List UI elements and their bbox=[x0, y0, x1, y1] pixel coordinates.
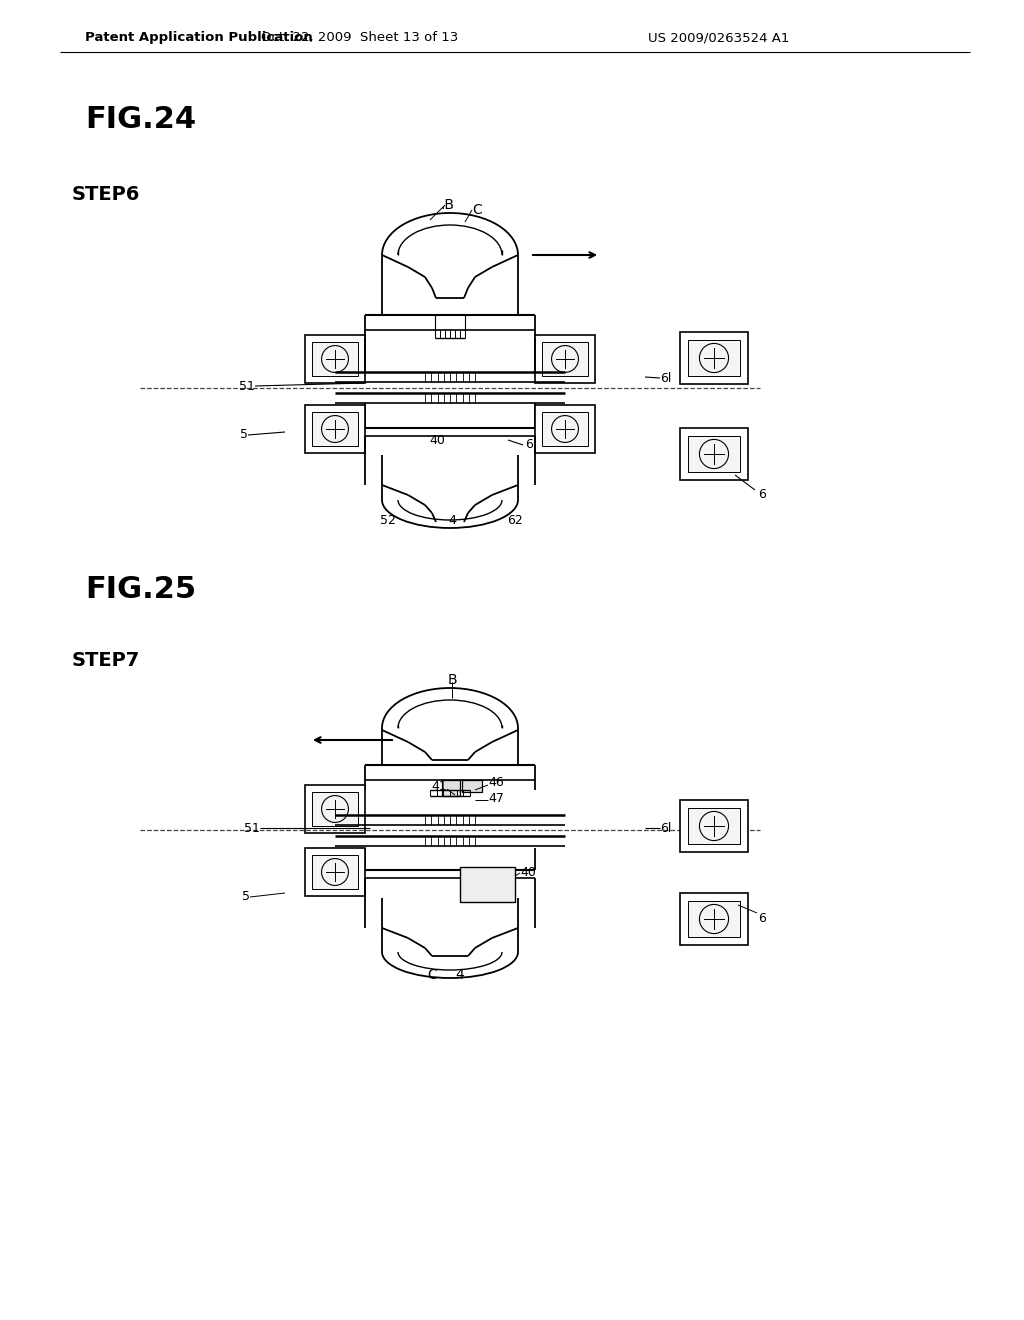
Text: 46: 46 bbox=[488, 776, 504, 789]
Text: 6: 6 bbox=[525, 438, 532, 451]
Text: 6l: 6l bbox=[660, 371, 672, 384]
Text: 52: 52 bbox=[380, 513, 396, 527]
Bar bbox=[688, 341, 739, 376]
Text: 40: 40 bbox=[520, 866, 536, 879]
Text: 4: 4 bbox=[456, 968, 464, 982]
Text: FIG.25: FIG.25 bbox=[85, 576, 197, 605]
Text: STEP6: STEP6 bbox=[72, 186, 140, 205]
Bar bbox=[688, 902, 739, 937]
Bar bbox=[305, 335, 365, 383]
Bar bbox=[305, 847, 365, 896]
Bar bbox=[305, 405, 365, 453]
Bar bbox=[680, 894, 748, 945]
Bar bbox=[462, 780, 482, 792]
Bar bbox=[542, 412, 588, 446]
Text: .B: .B bbox=[440, 198, 454, 213]
Text: 6: 6 bbox=[758, 912, 766, 924]
Bar bbox=[680, 800, 748, 851]
Text: 5: 5 bbox=[240, 429, 248, 441]
Text: US 2009/0263524 A1: US 2009/0263524 A1 bbox=[648, 32, 790, 45]
Text: Oct. 22, 2009  Sheet 13 of 13: Oct. 22, 2009 Sheet 13 of 13 bbox=[261, 32, 459, 45]
Text: FIG.24: FIG.24 bbox=[85, 106, 197, 135]
Text: 51: 51 bbox=[240, 380, 255, 392]
Bar bbox=[680, 428, 748, 480]
Bar bbox=[460, 867, 515, 902]
Text: B: B bbox=[447, 673, 457, 686]
Text: Patent Application Publication: Patent Application Publication bbox=[85, 32, 312, 45]
Bar bbox=[312, 412, 357, 446]
Bar bbox=[442, 780, 460, 796]
Bar bbox=[542, 342, 588, 376]
Text: 62: 62 bbox=[507, 513, 523, 527]
Bar bbox=[312, 342, 357, 376]
Text: 51: 51 bbox=[244, 821, 260, 834]
Text: 41: 41 bbox=[431, 780, 447, 793]
Text: 5: 5 bbox=[242, 891, 250, 903]
Text: STEP7: STEP7 bbox=[72, 651, 140, 669]
Bar bbox=[688, 436, 739, 471]
Text: 47: 47 bbox=[488, 792, 504, 804]
Text: 4: 4 bbox=[449, 513, 456, 527]
Text: C: C bbox=[472, 203, 481, 216]
Bar bbox=[535, 335, 595, 383]
Text: C: C bbox=[427, 968, 437, 982]
Bar bbox=[312, 792, 357, 826]
Bar bbox=[680, 333, 748, 384]
Text: 6l: 6l bbox=[660, 821, 672, 834]
Bar bbox=[312, 855, 357, 888]
Bar bbox=[688, 808, 739, 843]
Bar bbox=[305, 785, 365, 833]
Text: 6: 6 bbox=[758, 488, 766, 502]
Text: 40: 40 bbox=[429, 433, 445, 446]
Bar bbox=[535, 405, 595, 453]
